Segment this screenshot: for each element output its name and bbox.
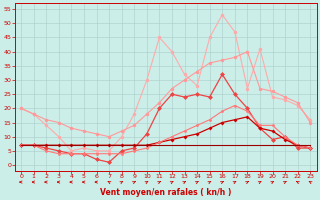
X-axis label: Vent moyen/en rafales ( kn/h ): Vent moyen/en rafales ( kn/h ) [100,188,231,197]
